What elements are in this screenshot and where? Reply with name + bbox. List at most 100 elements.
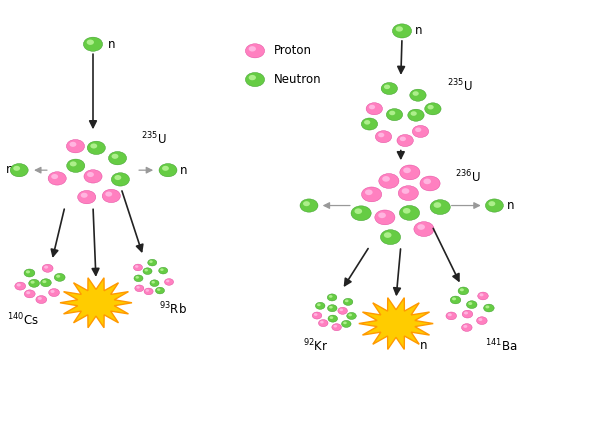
Circle shape [327, 294, 337, 301]
Circle shape [463, 325, 467, 328]
Ellipse shape [446, 286, 496, 332]
Circle shape [86, 39, 94, 45]
Circle shape [362, 187, 382, 202]
Text: n: n [415, 24, 423, 38]
Circle shape [349, 314, 352, 316]
Ellipse shape [130, 257, 173, 295]
Circle shape [434, 202, 441, 208]
Circle shape [31, 281, 35, 284]
Circle shape [462, 310, 473, 318]
Circle shape [485, 199, 503, 212]
Circle shape [50, 290, 55, 293]
Circle shape [159, 164, 177, 177]
Text: $^{235}$U: $^{235}$U [447, 78, 473, 95]
Circle shape [166, 280, 169, 282]
Circle shape [17, 283, 21, 286]
Circle shape [364, 120, 370, 125]
Circle shape [109, 152, 127, 165]
Circle shape [148, 259, 157, 266]
Circle shape [347, 312, 356, 320]
Circle shape [420, 176, 440, 191]
Circle shape [415, 127, 421, 132]
Text: $^{140}$Cs: $^{140}$Cs [7, 312, 39, 329]
Circle shape [106, 191, 112, 197]
Circle shape [468, 302, 472, 305]
Circle shape [414, 222, 434, 236]
Circle shape [378, 213, 386, 218]
Circle shape [328, 305, 337, 312]
Circle shape [369, 105, 375, 109]
Circle shape [446, 312, 457, 320]
Circle shape [134, 275, 143, 282]
Circle shape [164, 278, 173, 285]
Circle shape [384, 232, 392, 238]
Circle shape [365, 190, 373, 195]
Circle shape [410, 89, 426, 101]
Circle shape [67, 140, 85, 153]
Circle shape [378, 133, 385, 137]
Circle shape [133, 264, 143, 271]
Circle shape [145, 269, 148, 271]
Circle shape [417, 224, 425, 230]
Text: n: n [6, 163, 14, 176]
Circle shape [81, 193, 88, 198]
Circle shape [54, 273, 65, 282]
Circle shape [300, 199, 318, 212]
Circle shape [40, 279, 52, 287]
Text: n: n [180, 164, 188, 177]
Circle shape [245, 44, 265, 58]
Circle shape [151, 281, 155, 283]
Polygon shape [359, 298, 433, 349]
Ellipse shape [13, 262, 65, 308]
Circle shape [381, 83, 398, 95]
Circle shape [329, 316, 333, 319]
Circle shape [355, 208, 362, 214]
Polygon shape [60, 278, 132, 328]
Circle shape [143, 268, 152, 274]
Circle shape [343, 298, 353, 305]
Circle shape [389, 110, 395, 115]
Circle shape [461, 324, 472, 332]
Circle shape [135, 285, 144, 292]
Circle shape [478, 318, 482, 321]
Circle shape [424, 179, 431, 184]
Circle shape [248, 46, 256, 52]
Circle shape [56, 275, 60, 278]
Circle shape [316, 302, 325, 309]
Circle shape [320, 321, 324, 324]
Text: $^{236}$U: $^{236}$U [455, 168, 481, 185]
Circle shape [351, 206, 371, 221]
Circle shape [452, 297, 456, 301]
Circle shape [466, 301, 477, 309]
Circle shape [397, 134, 413, 147]
Circle shape [329, 295, 332, 298]
Circle shape [160, 268, 164, 271]
Circle shape [403, 208, 410, 213]
Circle shape [70, 142, 76, 147]
Circle shape [84, 170, 102, 183]
Circle shape [488, 201, 496, 206]
Circle shape [341, 320, 351, 328]
Circle shape [49, 289, 59, 297]
Circle shape [340, 309, 343, 311]
Circle shape [384, 84, 390, 89]
Circle shape [458, 287, 469, 295]
Circle shape [136, 286, 140, 289]
Text: n: n [506, 199, 514, 212]
Circle shape [380, 230, 401, 244]
Text: Proton: Proton [274, 44, 311, 57]
Circle shape [83, 37, 103, 51]
Circle shape [157, 288, 160, 291]
Ellipse shape [362, 80, 440, 146]
Text: Neutron: Neutron [274, 73, 321, 86]
Circle shape [15, 282, 26, 290]
Circle shape [312, 312, 322, 319]
Text: n: n [108, 38, 115, 51]
Circle shape [392, 24, 412, 38]
Circle shape [332, 324, 341, 331]
Text: $^{141}$Ba: $^{141}$Ba [485, 337, 517, 354]
Circle shape [24, 269, 35, 277]
Ellipse shape [50, 134, 136, 206]
Circle shape [87, 141, 106, 155]
Circle shape [386, 109, 403, 121]
